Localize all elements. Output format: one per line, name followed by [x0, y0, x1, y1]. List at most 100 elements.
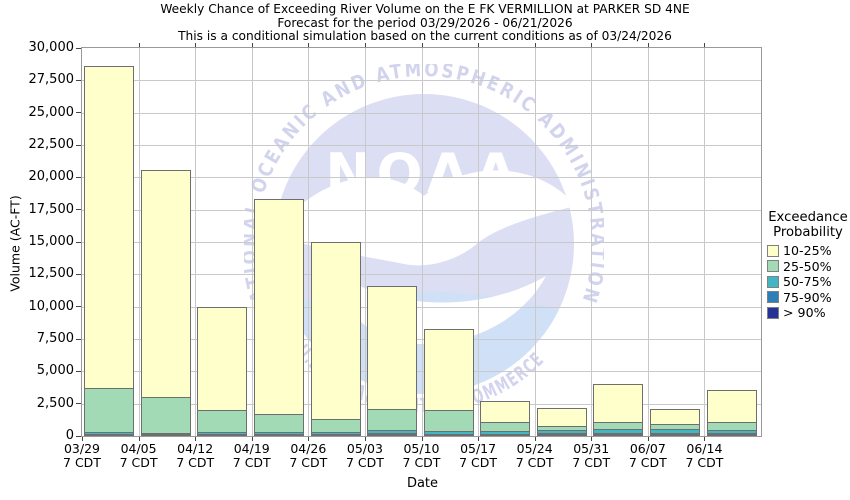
- bar-segment-10-25: [310, 242, 361, 436]
- y-tick-mark: [76, 241, 81, 243]
- x-tick-mark: [647, 437, 649, 441]
- legend-entry-label: 75-90%: [783, 289, 832, 305]
- gridline-vertical: [704, 48, 706, 436]
- legend-swatch: [767, 244, 779, 257]
- bar-segment-90: [253, 434, 304, 436]
- legend-title: Exceedance Probability: [766, 210, 850, 240]
- bar-segment-90: [593, 434, 644, 436]
- bar-group-05-10: [423, 328, 474, 436]
- bar-segment-90: [536, 434, 587, 436]
- x-tick-time: 7 CDT: [459, 455, 498, 470]
- y-tick-label: 27,500: [28, 72, 75, 88]
- chart-title-line3: This is a conditional simulation based o…: [178, 29, 672, 43]
- legend-entry: > 90%: [766, 305, 850, 321]
- x-tick-time: 7 CDT: [176, 455, 215, 470]
- bar-segment-90: [367, 434, 418, 436]
- chart-title-block: Weekly Chance of Exceeding River Volume …: [0, 2, 850, 44]
- x-tick-mark: [534, 437, 536, 441]
- x-tick-mark: [308, 437, 310, 441]
- gridline-vertical: [421, 48, 423, 436]
- legend-entry: 10-25%: [766, 243, 850, 259]
- y-tick-label: 22,500: [28, 137, 75, 152]
- bar-group-06-14: [706, 390, 757, 436]
- x-tick-date: 06/14: [686, 441, 723, 456]
- bar-group-05-03: [367, 285, 418, 436]
- x-tick-label: 04/05 7 CDT: [105, 442, 173, 470]
- bar-group-04-12: [197, 306, 248, 436]
- x-tick-label: 05/17 7 CDT: [444, 442, 512, 470]
- x-tick-date: 05/31: [573, 441, 610, 456]
- x-tick-mark-top: [364, 43, 366, 47]
- bar-segment-90: [423, 434, 474, 436]
- y-tick-label: 17,500: [28, 201, 75, 217]
- y-tick-label: 0: [65, 428, 74, 443]
- bar-segment-25-50: [84, 388, 135, 436]
- y-tick-label: 30,000: [28, 40, 75, 55]
- legend-entry: 25-50%: [766, 259, 850, 275]
- legend-entry: 75-90%: [766, 290, 850, 306]
- y-tick-mark: [76, 338, 81, 340]
- x-tick-time: 7 CDT: [345, 455, 384, 470]
- x-tick-mark-top: [251, 43, 253, 47]
- x-tick-mark: [82, 437, 83, 441]
- gridline-vertical: [591, 48, 593, 436]
- bar-segment-10-25: [84, 66, 135, 436]
- x-tick-mark-top: [195, 43, 197, 47]
- bar-segment-90: [480, 434, 531, 436]
- chart-title-line2: Forecast for the period 03/29/2026 - 06/…: [277, 15, 573, 30]
- x-tick-mark-top: [704, 43, 706, 47]
- x-tick-time: 7 CDT: [232, 455, 271, 470]
- y-tick-mark: [76, 403, 81, 405]
- legend-entry: 50-75%: [766, 274, 850, 290]
- bar-group-04-05: [140, 169, 191, 436]
- x-tick-mark: [138, 437, 140, 441]
- x-tick-time: 7 CDT: [572, 455, 611, 470]
- x-tick-label: 05/24 7 CDT: [501, 442, 569, 470]
- x-tick-date: 04/26: [290, 441, 327, 456]
- gridline-vertical: [534, 48, 536, 436]
- x-axis-label: Date: [406, 476, 439, 491]
- legend-entry-label: > 90%: [783, 305, 826, 321]
- x-tick-mark: [478, 437, 480, 441]
- bar-segment-10-25: [140, 169, 191, 436]
- legend-swatch: [767, 291, 779, 304]
- gridline-vertical: [138, 48, 140, 436]
- x-tick-mark-top: [534, 43, 536, 47]
- gridline-vertical: [647, 48, 649, 436]
- x-tick-label: 04/19 7 CDT: [218, 442, 286, 470]
- x-tick-date: 05/10: [403, 441, 440, 456]
- y-tick-mark: [76, 273, 81, 275]
- y-tick-label: 12,500: [28, 266, 75, 282]
- x-tick-date: 04/12: [177, 441, 214, 456]
- legend: Exceedance Probability 10-25% 25-50% 50-75…: [766, 210, 850, 321]
- legend-title-line2: Probability: [773, 225, 843, 240]
- x-tick-date: 05/24: [516, 441, 553, 456]
- x-tick-time: 7 CDT: [628, 455, 667, 470]
- y-tick-label: 20,000: [28, 169, 75, 185]
- bar-segment-90: [84, 434, 135, 436]
- x-tick-label: 03/29 7 CDT: [48, 442, 116, 470]
- y-tick-mark: [76, 112, 81, 114]
- chart-title-line1: Weekly Chance of Exceeding River Volume …: [160, 2, 690, 16]
- x-tick-date: 05/03: [346, 441, 383, 456]
- x-tick-date: 06/07: [629, 441, 666, 456]
- bar-segment-25-50: [197, 409, 248, 436]
- x-tick-time: 7 CDT: [685, 455, 724, 470]
- bar-group-05-31: [593, 384, 644, 436]
- x-tick-label: 04/12 7 CDT: [161, 442, 229, 470]
- x-tick-date: 04/05: [120, 441, 157, 456]
- bar-group-03-29: [84, 66, 135, 436]
- y-tick-label: 15,000: [28, 234, 75, 249]
- y-tick-label: 10,000: [28, 298, 75, 314]
- x-tick-date: 04/19: [233, 441, 270, 456]
- x-tick-mark-top: [421, 43, 423, 47]
- x-tick-time: 7 CDT: [119, 455, 158, 470]
- x-tick-mark-top: [591, 43, 593, 47]
- x-tick-time: 7 CDT: [515, 455, 554, 470]
- x-tick-mark-top: [138, 43, 140, 47]
- bar-segment-10-25: [253, 199, 304, 436]
- x-tick-mark: [591, 437, 593, 441]
- legend-swatch: [767, 306, 779, 319]
- legend-entry-label: 50-75%: [783, 274, 832, 290]
